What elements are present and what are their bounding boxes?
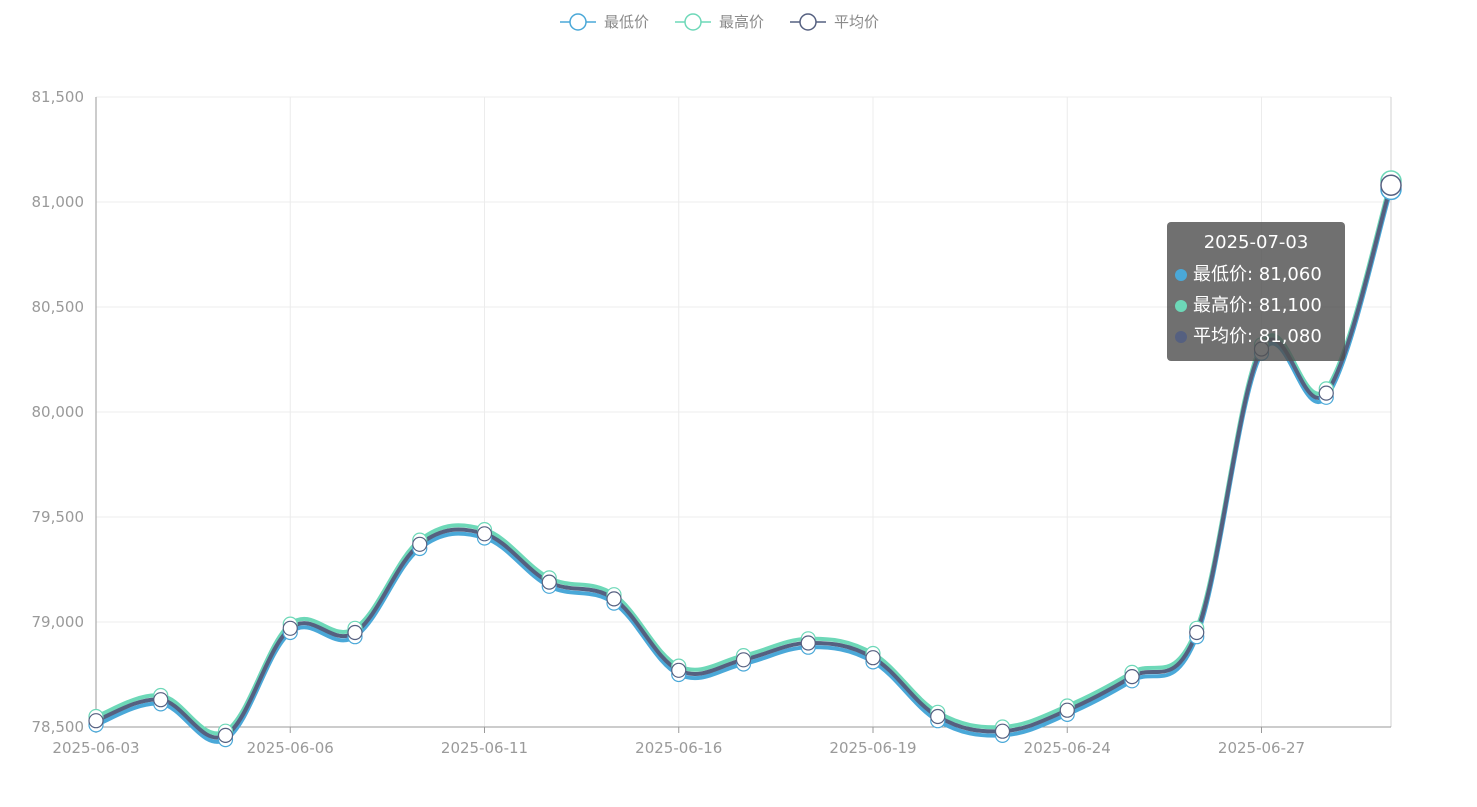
legend-circle-icon — [569, 13, 587, 31]
tooltip-label-avg: 平均价: 81,080 — [1193, 326, 1322, 347]
data-point-avg[interactable] — [1059, 702, 1075, 718]
legend[interactable]: 最低价 最高价 平均价 — [560, 13, 879, 31]
data-point-avg[interactable] — [671, 662, 687, 678]
data-point-avg[interactable] — [153, 692, 169, 708]
legend-item-min[interactable]: 最低价 — [560, 13, 649, 31]
data-point-avg[interactable] — [412, 536, 428, 552]
y-tick-label: 81,000 — [32, 193, 85, 211]
data-point-avg[interactable] — [541, 574, 557, 590]
legend-item-max[interactable]: 最高价 — [675, 13, 764, 31]
x-tick-label: 2025-06-16 — [635, 739, 722, 757]
x-tick-label: 2025-06-11 — [441, 739, 528, 757]
series-lines — [95, 180, 1393, 744]
y-tick-label: 79,500 — [32, 508, 85, 526]
data-points — [88, 170, 1402, 748]
axes: 78,500 79,000 79,500 80,000 80,500 81,000 81,5… — [32, 88, 1391, 757]
y-tick-label: 80,000 — [32, 403, 85, 421]
data-point-avg[interactable] — [1318, 385, 1334, 401]
tooltip-row-min: 最低价: 81,060 — [1175, 259, 1337, 290]
y-tick-label: 80,500 — [32, 298, 85, 316]
data-point-avg[interactable] — [930, 708, 946, 725]
y-tick-label: 79,000 — [32, 613, 85, 631]
legend-circle-icon — [684, 13, 702, 31]
data-point-avg[interactable] — [1380, 174, 1402, 196]
data-point-avg[interactable] — [1189, 624, 1205, 641]
tooltip-row-avg: 平均价: 81,080 — [1175, 321, 1337, 352]
legend-item-avg[interactable]: 平均价 — [790, 13, 879, 31]
data-point-avg[interactable] — [735, 652, 752, 668]
x-tick-label: 2025-06-24 — [1024, 739, 1111, 757]
data-point-avg[interactable] — [282, 620, 298, 636]
legend-label: 平均价 — [834, 13, 879, 31]
y-tick-label: 78,500 — [32, 718, 85, 736]
tooltip-dot-min — [1175, 269, 1187, 281]
data-point-avg[interactable] — [800, 635, 816, 651]
legend-label: 最高价 — [719, 13, 764, 31]
x-tick-label: 2025-06-19 — [829, 739, 916, 757]
x-tick-label: 2025-06-06 — [247, 739, 334, 757]
x-tick-label: 2025-06-27 — [1218, 739, 1305, 757]
tooltip-row-max: 最高价: 81,100 — [1175, 290, 1337, 321]
tooltip-label-min: 最低价: 81,060 — [1193, 264, 1322, 285]
data-point-avg[interactable] — [476, 526, 493, 542]
data-point-avg[interactable] — [606, 591, 622, 607]
tooltip-title: 2025-07-03 — [1203, 232, 1309, 253]
tooltip: 2025-07-03 最低价: 81,060 最高价: 81,100 平均价: … — [1167, 222, 1345, 361]
data-point-avg[interactable] — [217, 727, 234, 744]
grid — [95, 96, 1392, 728]
y-tick-label: 81,500 — [32, 88, 85, 106]
data-point-avg[interactable] — [347, 624, 363, 641]
data-point-avg[interactable] — [88, 713, 104, 729]
tooltip-dot-max — [1175, 300, 1187, 312]
x-tick-label: 2025-06-03 — [52, 739, 139, 757]
data-point-avg[interactable] — [994, 723, 1011, 739]
data-point-avg[interactable] — [1124, 668, 1140, 685]
legend-label: 最低价 — [604, 13, 649, 31]
series-line-avg — [95, 184, 1393, 740]
legend-circle-icon — [799, 13, 817, 31]
tooltip-label-max: 最高价: 81,100 — [1193, 295, 1322, 316]
tooltip-dot-avg — [1175, 331, 1187, 343]
data-point-avg[interactable] — [865, 650, 881, 666]
